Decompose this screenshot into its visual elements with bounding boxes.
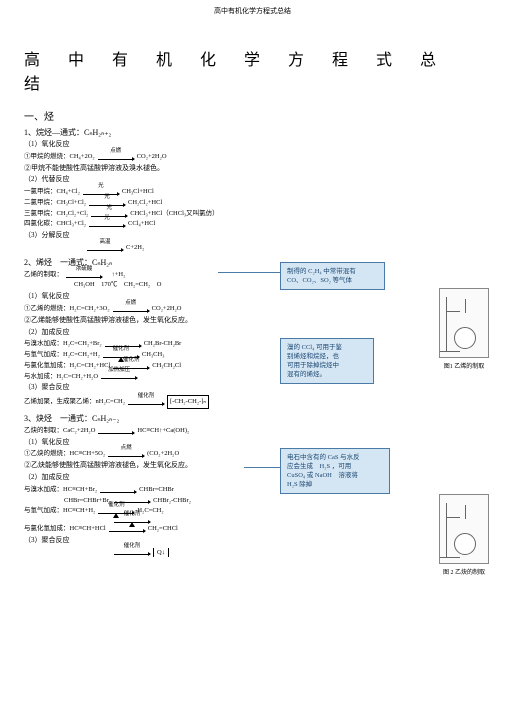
section-1: 一、烃 bbox=[24, 108, 481, 123]
eq-cl4: 四氯化碳：CHCl₃+Cl₂光CCl₄+HCl bbox=[24, 219, 481, 229]
apparatus-2-icon bbox=[439, 494, 489, 564]
item-ox: （1）氧化反应 bbox=[24, 140, 481, 150]
main-content: 高 中 有 机 化 学 方 程 式 总 结 一、烃 1、烷烃—通式：CₙH₂ₙ₊… bbox=[0, 46, 505, 557]
sub-3: 3、炔烃 一通式：CₙH₂ₙ₋₂ bbox=[24, 413, 481, 424]
eq-cl3: 三氯甲烷：CH₂Cl₂+Cl₂光CHCl₃+HCl（CHCl₃又叫氯仿） bbox=[24, 209, 481, 219]
eq-cl2: 二氯甲烷：CH₃Cl+Cl₂光CH₂Cl₂+HCl bbox=[24, 198, 481, 208]
eq-3h2: 与氢气加成：HC≡CH+H₂催化剂H₂C=CH₂ bbox=[24, 506, 481, 516]
item-2add: （2）加成反应 bbox=[24, 328, 481, 338]
callout-3-line bbox=[244, 467, 280, 468]
figure-1: 图1 乙烯的制取 bbox=[439, 288, 489, 370]
eq-3br2: 与溴水加成：HC≡CH+Br₂CHBr=CHBr bbox=[24, 485, 481, 495]
eq-h2o: 与水加成：H₂C=CH₂+H₂O加热加压 bbox=[24, 372, 481, 382]
callout-1-line bbox=[218, 272, 280, 273]
eq-c2h2-burn: ①乙炔的燃烧：HC≡CH+5O₂点燃(CO₂+2H₂O bbox=[24, 449, 481, 459]
eq-br2: 与溴水加成：H₂C=CH₂+Br₂CH₂Br-CH₂Br bbox=[24, 339, 481, 349]
callout-2: 溴的 CCl₄ 可用于鉴别烯烃和烷烃，也可用于除掉烷烃中混有的烯烃。 bbox=[280, 338, 374, 384]
figure-2: 图 2 乙炔的制取 bbox=[439, 494, 489, 576]
item-2ox: （1）氧化反应 bbox=[24, 292, 481, 302]
eq-ch4-burn: ①甲烷的燃烧：CH₄+2O₂点燃CO₂+2H₂O bbox=[24, 152, 481, 162]
item-decomp: （3）分解反应 bbox=[24, 231, 481, 241]
item-3add: （2）加成反应 bbox=[24, 473, 481, 483]
item-3poly: （3）聚合反应 bbox=[24, 536, 481, 546]
eq-3br2b: CHBr=CHBr+Br₂CHBr₂-CHBr₂ bbox=[24, 496, 481, 506]
eq-c2h2-prep: 乙炔的制取：CaC₂+2H₂OHC≡CH↑+Ca(OH)₂ bbox=[24, 426, 481, 436]
item-sub: （2）代替反应 bbox=[24, 175, 481, 185]
callout-3: 电石中含有的 CaS 与水反应会生成 H₂S ，可用CuSO₄ 或 NaOH 溶… bbox=[280, 448, 390, 494]
callout-1: 制得的 C₂H₄ 中常带混有CO、CO₂、SO₂ 等气体 bbox=[280, 262, 385, 290]
note-kmno4: ②甲烷不能使酸性高锰酸钾溶液及溴水褪色。 bbox=[24, 164, 481, 174]
page-title: 高 中 有 机 化 学 方 程 式 总 结 bbox=[24, 46, 481, 94]
eq-3poly: 催化剂Q↓ bbox=[24, 548, 481, 558]
note-2kmno4: ②乙烯能够使酸性高锰酸钾溶液褪色，发生氧化反应。 bbox=[24, 316, 481, 326]
eq-cl1: 一氯甲烷：CH₄+Cl₂光CH₃Cl+HCl bbox=[24, 187, 481, 197]
eq-c2h4-prep2: CH₃OH 170℃ CH₂=CH₂ O bbox=[24, 280, 481, 290]
eq-c2h4-burn: ①乙烯的燃烧：H₂C=CH₂+3O₂点燃CO₂+2H₂O bbox=[24, 304, 481, 314]
eq-decomp: 高温C+2H₂ bbox=[24, 243, 481, 253]
eq-h2: 与氢气加成：H₂C=CH₂+H₂催化剂CH₃CH₃ bbox=[24, 350, 481, 360]
sub-1-1: 1、烷烃—通式：CₙH₂ₙ₊₂ bbox=[24, 127, 481, 138]
apparatus-1-icon bbox=[439, 288, 489, 358]
eq-poly: 乙烯加聚，生成聚乙烯：nH₂C=CH₂催化剂[-CH₂-CH₂-]ₙ bbox=[24, 395, 481, 409]
item-3ox: （1）氧化反应 bbox=[24, 438, 481, 448]
eq-hcl: 与氯化氢加成：H₂C=CH₂+HCl催化剂CH₃CH₂Cl bbox=[24, 361, 481, 371]
doc-header: 高中有机化学方程式总结 bbox=[0, 0, 505, 22]
eq-3h2b: 催化剂 bbox=[24, 517, 481, 523]
eq-3hcl: 与氯化氢加成：HC≡CH+HClCH₂=CHCl bbox=[24, 524, 481, 534]
item-2poly: （3）聚合反应 bbox=[24, 383, 481, 393]
